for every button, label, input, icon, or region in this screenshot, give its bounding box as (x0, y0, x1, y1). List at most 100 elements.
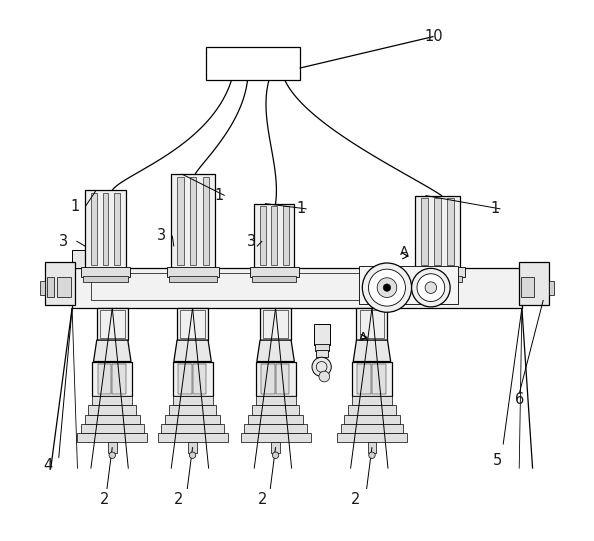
Text: 2: 2 (100, 492, 109, 507)
Bar (85, 414, 140, 424)
Bar (81, 424, 144, 433)
Bar (271, 442, 280, 453)
Text: 2: 2 (351, 492, 361, 507)
Text: 1: 1 (491, 201, 500, 216)
Text: 6: 6 (514, 392, 524, 406)
Bar (72, 250, 121, 268)
Circle shape (383, 284, 391, 292)
Circle shape (189, 452, 196, 458)
Text: 2: 2 (258, 492, 267, 507)
Text: 4: 4 (43, 458, 53, 473)
Bar (112, 364, 126, 394)
Bar (57, 277, 71, 297)
Bar (345, 414, 400, 424)
Bar (359, 266, 457, 304)
Bar (352, 361, 392, 397)
Bar (97, 308, 128, 340)
Circle shape (412, 268, 450, 307)
Bar (97, 364, 111, 394)
Bar (206, 47, 300, 81)
Bar (271, 206, 277, 265)
Circle shape (369, 452, 375, 458)
Text: 1: 1 (296, 201, 306, 216)
Polygon shape (93, 340, 131, 361)
Bar (241, 433, 311, 442)
Bar (261, 364, 274, 394)
Bar (172, 397, 213, 405)
Bar (77, 433, 147, 442)
Bar (254, 203, 294, 268)
Bar (103, 193, 109, 265)
Polygon shape (353, 340, 391, 361)
Circle shape (109, 452, 115, 458)
Bar (157, 433, 228, 442)
Bar (359, 310, 384, 338)
Bar (250, 267, 299, 278)
Bar (100, 310, 125, 338)
Text: 10: 10 (424, 29, 443, 44)
Bar (40, 281, 45, 295)
Bar (337, 433, 407, 442)
Bar (252, 405, 299, 414)
Bar (86, 190, 126, 268)
Circle shape (425, 282, 437, 293)
Text: A: A (400, 245, 408, 258)
Text: 1: 1 (70, 199, 80, 214)
Bar (352, 397, 392, 405)
Bar (167, 267, 219, 278)
Bar (169, 405, 216, 414)
Polygon shape (257, 340, 294, 361)
Bar (89, 405, 136, 414)
Bar (356, 308, 387, 340)
Bar (415, 195, 460, 268)
Text: 1: 1 (215, 188, 224, 203)
Bar (108, 442, 116, 453)
Bar (169, 276, 217, 282)
Bar (255, 361, 296, 397)
Bar (413, 276, 463, 282)
Bar (114, 193, 120, 265)
Bar (410, 267, 465, 278)
Bar (255, 397, 296, 405)
Bar (549, 281, 554, 295)
Bar (92, 397, 132, 405)
Bar (203, 177, 209, 265)
Bar (91, 273, 369, 300)
Bar (315, 345, 328, 351)
Circle shape (319, 371, 330, 382)
Bar (178, 177, 184, 265)
Bar (244, 424, 307, 433)
Bar (177, 308, 208, 340)
Bar (340, 424, 403, 433)
Text: 3: 3 (58, 234, 68, 248)
Bar (83, 276, 128, 282)
Circle shape (377, 278, 397, 298)
Bar (260, 206, 266, 265)
Bar (171, 174, 215, 268)
Circle shape (273, 452, 279, 458)
Bar (47, 277, 55, 297)
Bar (348, 405, 396, 414)
Text: 5: 5 (493, 453, 503, 468)
Bar (180, 310, 205, 338)
Bar (434, 198, 441, 265)
Bar (372, 364, 386, 394)
Bar (72, 268, 522, 308)
Bar (521, 277, 534, 297)
Circle shape (368, 269, 406, 306)
Bar (165, 414, 220, 424)
Polygon shape (174, 340, 211, 361)
Text: 3: 3 (157, 228, 166, 243)
Bar (45, 262, 75, 305)
Bar (92, 361, 132, 397)
Bar (192, 364, 206, 394)
Bar (314, 324, 330, 346)
Bar (190, 177, 196, 265)
Bar (357, 364, 371, 394)
Bar (178, 364, 191, 394)
Text: 3: 3 (247, 234, 256, 248)
Bar (172, 361, 213, 397)
Bar (316, 349, 327, 357)
Text: A: A (359, 331, 367, 344)
Bar (252, 276, 296, 282)
